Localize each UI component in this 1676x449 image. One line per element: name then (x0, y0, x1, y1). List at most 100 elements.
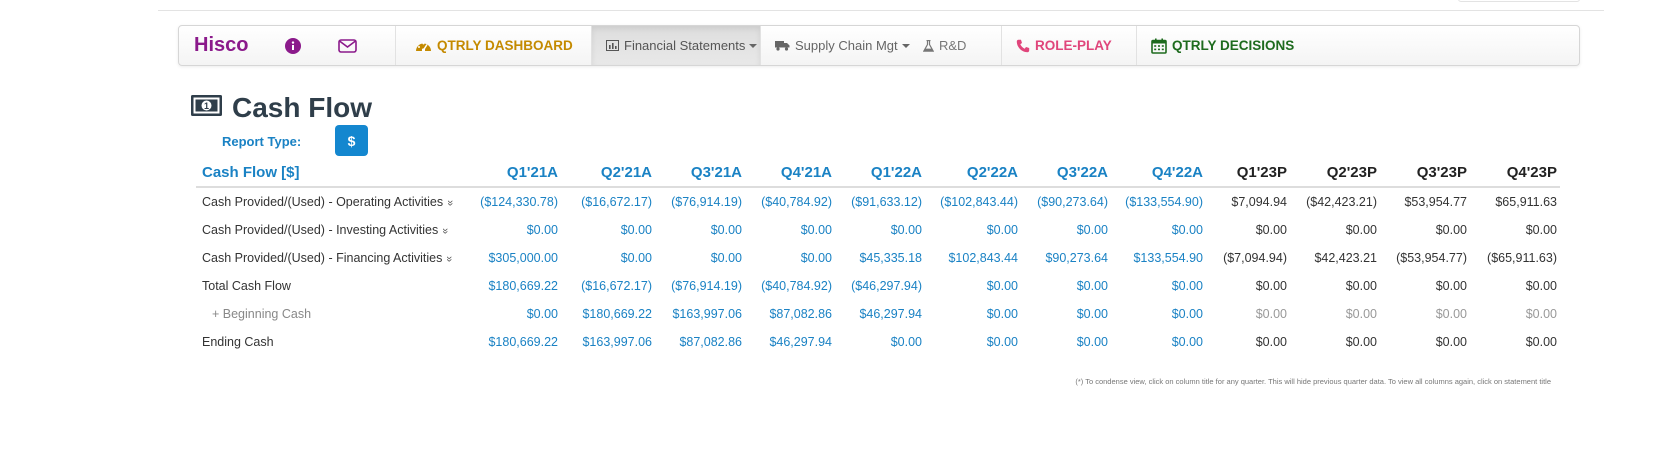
page-title[interactable]: Cash Flow (232, 92, 373, 123)
quarter-column-header[interactable]: Q2'21A (561, 159, 655, 188)
table-row: + Beginning Cash $0.00 $180,669.22 $163,997… (196, 300, 1560, 328)
table-cell: $0.00 (1435, 279, 1467, 293)
chevron-down-icon (901, 43, 910, 48)
nav-separator (591, 26, 592, 65)
flask-icon (923, 39, 934, 52)
table-cell: $87,082.86 (769, 307, 832, 321)
table-cell: $180,669.22 (488, 279, 558, 293)
nav-rnd[interactable]: R&D (909, 26, 980, 65)
info-button[interactable] (279, 26, 307, 65)
table-cell: $0.00 (1345, 279, 1377, 293)
nav-role-play[interactable]: ROLE-PLAY (1002, 26, 1126, 65)
table-cell: $42,423.21 (1314, 251, 1377, 265)
table-cell: ($133,554.90) (1125, 195, 1203, 209)
table-cell: ($40,784.92) (761, 195, 832, 209)
row-label-text: Cash Provided/(Used) - Financing Activit… (202, 251, 443, 265)
row-label: + Beginning Cash (196, 300, 477, 328)
table-cell: $0.00 (1076, 335, 1108, 349)
quarter-column-header[interactable]: Q1'23P (1206, 159, 1290, 188)
table-cell: ($76,914.19) (671, 195, 742, 209)
top-control-fragment (1458, 0, 1580, 2)
table-cell: $102,843.44 (948, 251, 1018, 265)
table-cell: $0.00 (986, 223, 1018, 237)
mail-button[interactable] (333, 26, 361, 65)
table-cell: ($16,672.17) (581, 279, 652, 293)
nav-qtrly-decisions[interactable]: QTRLY DECISIONS (1137, 26, 1308, 65)
table-cell: $0.00 (1171, 279, 1203, 293)
table-cell: $0.00 (800, 251, 832, 265)
table-cell: $0.00 (526, 223, 558, 237)
quarter-column-header[interactable]: Q1'21A (477, 159, 561, 188)
brand-logo[interactable]: Hisco (194, 34, 249, 56)
double-chevron-down-icon[interactable]: » (443, 255, 456, 263)
row-label: Cash Provided/(Used) - Investing Activit… (196, 216, 477, 244)
table-row: Ending Cash $180,669.22 $163,997.06 $87,082… (196, 328, 1560, 356)
table-cell: $0.00 (986, 335, 1018, 349)
quarter-column-header[interactable]: Q1'22A (835, 159, 925, 188)
nav-qtrly-decisions-label: QTRLY DECISIONS (1172, 38, 1295, 53)
page-header: 1 Cash Flow (191, 92, 372, 124)
table-cell: $0.00 (1255, 223, 1287, 237)
quarter-column-header[interactable]: Q3'22A (1021, 159, 1111, 188)
nav-separator (760, 26, 761, 65)
table-cell: $0.00 (1525, 279, 1557, 293)
table-row: Cash Provided/(Used) - Investing Activit… (196, 216, 1560, 244)
truck-icon (775, 40, 790, 51)
table-cell: ($53,954.77) (1396, 251, 1467, 265)
double-chevron-down-icon[interactable]: » (439, 227, 452, 235)
table-cell: ($46,297.94) (851, 279, 922, 293)
nav-financial-statements[interactable]: Financial Statements (592, 26, 760, 65)
table-cell: $0.00 (1345, 223, 1377, 237)
quarter-column-header[interactable]: Q4'23P (1470, 159, 1560, 188)
table-cell: $0.00 (1255, 279, 1287, 293)
quarter-column-header[interactable]: Q4'22A (1111, 159, 1206, 188)
table-cell: $0.00 (890, 335, 922, 349)
table-cell: ($40,784.92) (761, 279, 832, 293)
bar-chart-icon (606, 40, 619, 51)
report-type-dollar-button[interactable]: $ (335, 125, 368, 156)
statement-title-header[interactable]: Cash Flow [$] (196, 159, 478, 188)
table-cell: $163,997.06 (672, 307, 742, 321)
table-row: Cash Provided/(Used) - Financing Activit… (196, 244, 1560, 272)
table-cell: $46,297.94 (769, 335, 832, 349)
top-divider (158, 10, 1604, 11)
money-bill-icon: 1 (191, 95, 222, 121)
quarter-column-header[interactable]: Q3'23P (1380, 159, 1470, 188)
table-cell: $65,911.63 (1495, 195, 1557, 209)
table-cell: $0.00 (1435, 223, 1467, 237)
row-label: Cash Provided/(Used) - Operating Activit… (196, 187, 477, 216)
envelope-icon (337, 38, 357, 53)
table-cell: ($76,914.19) (671, 279, 742, 293)
table-row: Total Cash Flow $180,669.22 ($16,672.17) ($… (196, 272, 1560, 300)
row-label-text: + Beginning Cash (212, 307, 312, 321)
table-cell: $46,297.94 (859, 307, 922, 321)
quarter-column-header[interactable]: Q2'22A (925, 159, 1021, 188)
row-label: Cash Provided/(Used) - Financing Activit… (196, 244, 477, 272)
quarter-column-header[interactable]: Q3'21A (655, 159, 745, 188)
table-cell: $0.00 (1345, 335, 1377, 349)
quarter-column-header[interactable]: Q2'23P (1290, 159, 1380, 188)
table-cell: $0.00 (710, 223, 742, 237)
table-cell: ($124,330.78) (480, 195, 558, 209)
table-cell: $0.00 (1171, 307, 1203, 321)
table-cell: $0.00 (1076, 307, 1108, 321)
table-cell: ($90,273.64) (1037, 195, 1108, 209)
table-cell: $53,954.77 (1404, 195, 1467, 209)
nav-rnd-label: R&D (939, 38, 967, 53)
nav-supply-chain[interactable]: Supply Chain Mgt (761, 26, 924, 65)
table-cell: $0.00 (890, 223, 922, 237)
quarter-column-header[interactable]: Q4'21A (745, 159, 835, 188)
nav-qtrly-dashboard[interactable]: QTRLY DASHBOARD (401, 26, 587, 65)
nav-separator (1136, 26, 1137, 65)
report-type-label: Report Type: (222, 134, 302, 149)
table-cell: $0.00 (1255, 335, 1287, 349)
nav-qtrly-dashboard-label: QTRLY DASHBOARD (437, 38, 573, 53)
table-cell: $0.00 (1435, 335, 1467, 349)
double-chevron-down-icon[interactable]: » (444, 199, 457, 207)
table-cell: $0.00 (1435, 307, 1467, 321)
navbar: Hisco QTRLY DASHBOARD Financial Statemen… (178, 25, 1580, 66)
table-cell: $0.00 (800, 223, 832, 237)
table-cell: $0.00 (1076, 279, 1108, 293)
table-cell: $163,997.06 (582, 335, 652, 349)
table-cell: $0.00 (1171, 335, 1203, 349)
